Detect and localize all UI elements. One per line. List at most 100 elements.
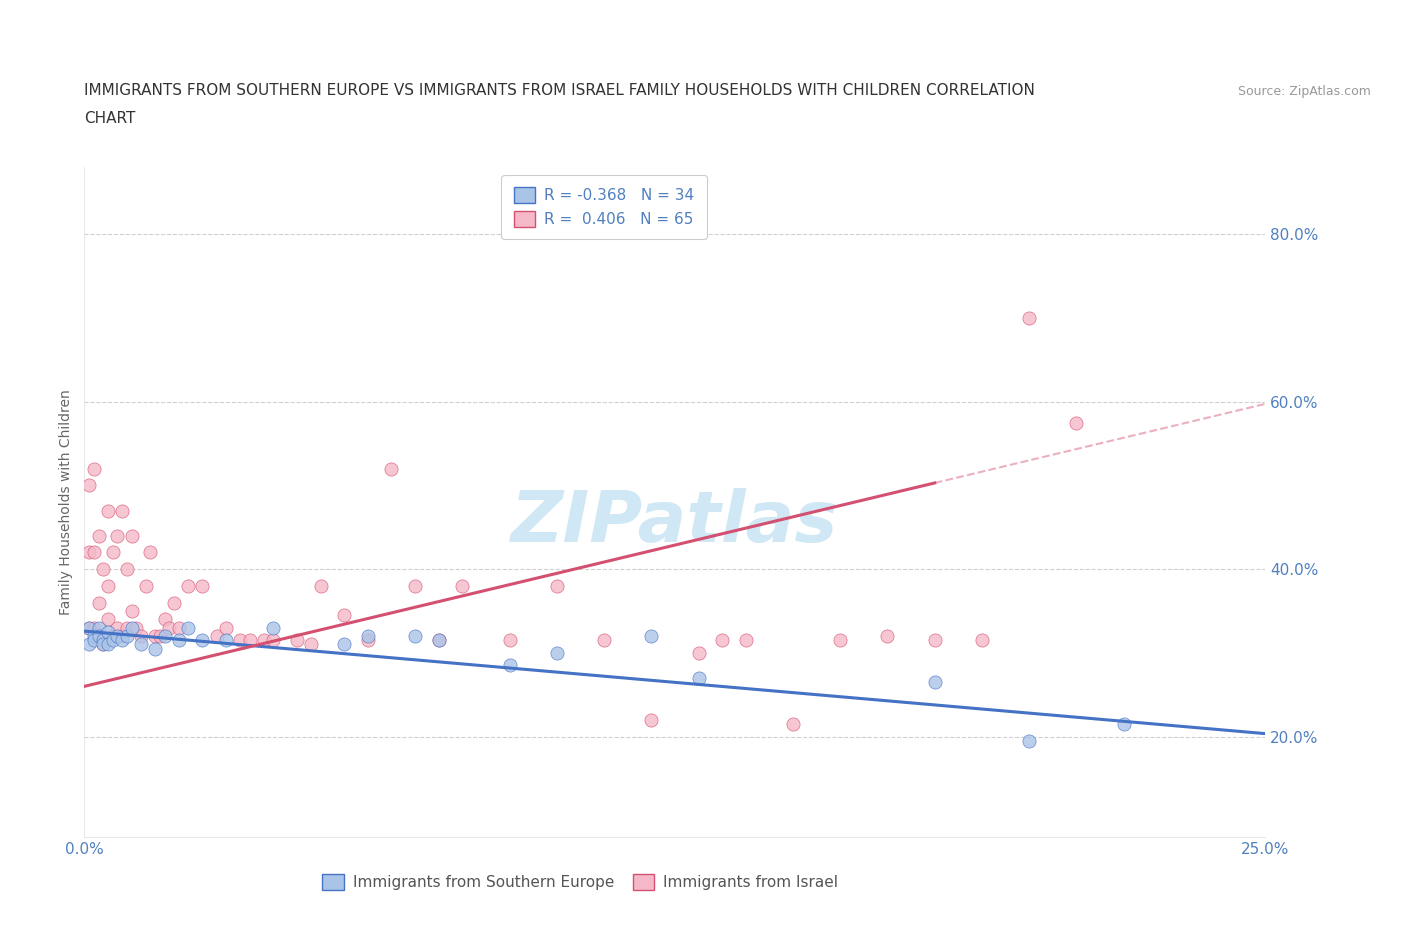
Point [143,629,166,644]
Point [734,632,756,647]
Point [125,620,148,635]
Point [498,632,520,647]
Point [129,629,152,644]
Point [427,632,450,647]
Point [357,629,380,644]
Point [111,629,134,644]
Point [1112,717,1135,732]
Point [121,528,143,543]
Point [101,632,124,647]
Point [83,629,105,644]
Point [97,637,120,652]
Point [97,503,120,518]
Point [299,637,322,652]
Point [640,629,662,644]
Point [191,632,214,647]
Point [91,637,114,652]
Point [115,620,138,635]
Point [149,629,172,644]
Point [87,629,110,644]
Point [115,629,138,644]
Point [107,629,129,644]
Point [87,620,110,635]
Point [404,629,426,644]
Point [546,578,568,593]
Point [380,461,402,476]
Point [924,632,946,647]
Point [451,578,474,593]
Point [688,671,710,685]
Point [139,545,162,560]
Point [239,632,262,647]
Point [830,632,852,647]
Point [215,632,238,647]
Point [107,528,129,543]
Point [97,625,120,640]
Point [83,545,105,560]
Point [77,545,100,560]
Point [135,578,157,593]
Point [153,629,176,644]
Point [688,645,710,660]
Point [111,632,134,647]
Point [77,478,100,493]
Point [711,632,734,647]
Point [163,595,186,610]
Point [546,645,568,660]
Point [262,632,284,647]
Point [115,562,138,577]
Point [404,578,426,593]
Point [83,461,105,476]
Point [167,632,190,647]
Point [1018,311,1040,325]
Point [121,620,143,635]
Point [309,578,332,593]
Point [167,620,190,635]
Point [91,637,114,652]
Point [229,632,252,647]
Point [333,637,356,652]
Point [97,612,120,627]
Legend: Immigrants from Southern Europe, Immigrants from Israel: Immigrants from Southern Europe, Immigra… [316,868,845,897]
Point [498,658,520,673]
Point [143,642,166,657]
Point [333,608,356,623]
Point [205,629,228,644]
Point [107,620,129,635]
Point [129,637,152,652]
Point [593,632,616,647]
Text: CHART: CHART [84,111,136,126]
Point [640,712,662,727]
Point [111,503,134,518]
Point [970,632,993,647]
Point [1018,733,1040,748]
Point [87,595,110,610]
Point [83,632,105,647]
Point [191,578,214,593]
Point [83,620,105,635]
Point [97,578,120,593]
Text: Source: ZipAtlas.com: Source: ZipAtlas.com [1237,85,1371,98]
Point [91,632,114,647]
Point [253,632,276,647]
Point [77,620,100,635]
Point [177,620,200,635]
Point [77,620,100,635]
Point [91,562,114,577]
Point [177,578,200,593]
Point [285,632,308,647]
Text: IMMIGRANTS FROM SOUTHERN EUROPE VS IMMIGRANTS FROM ISRAEL FAMILY HOUSEHOLDS WITH: IMMIGRANTS FROM SOUTHERN EUROPE VS IMMIG… [84,83,1035,98]
Y-axis label: Family Households with Children: Family Households with Children [59,390,73,615]
Point [924,675,946,690]
Point [427,632,450,647]
Point [121,604,143,618]
Point [215,620,238,635]
Point [782,717,804,732]
Point [357,632,380,647]
Point [101,629,124,644]
Point [1066,416,1088,431]
Point [87,629,110,644]
Point [153,612,176,627]
Point [876,629,898,644]
Point [262,620,284,635]
